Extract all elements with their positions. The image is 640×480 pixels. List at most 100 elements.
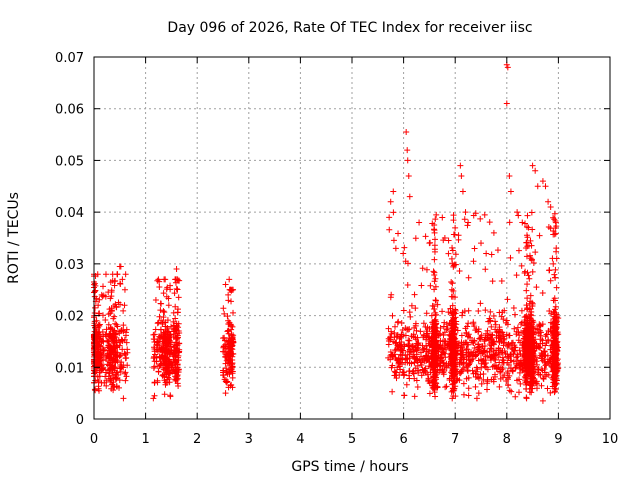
roti-point <box>418 359 425 366</box>
roti-point <box>508 388 515 395</box>
roti-point <box>482 266 489 273</box>
roti-point <box>164 368 171 375</box>
roti-point <box>522 364 529 371</box>
roti-point <box>523 224 530 231</box>
roti-point <box>406 326 413 333</box>
roti-point <box>109 326 116 333</box>
roti-point <box>418 353 425 360</box>
roti-point <box>121 336 128 343</box>
roti-point <box>422 336 429 343</box>
roti-point <box>490 340 497 347</box>
roti-point <box>105 342 112 349</box>
roti-point <box>121 350 128 357</box>
roti-point <box>552 362 559 369</box>
roti-point <box>465 374 472 381</box>
roti-point <box>438 355 445 362</box>
roti-point <box>95 302 102 309</box>
roti-point <box>103 333 110 340</box>
roti-point <box>510 350 517 357</box>
roti-point <box>539 397 546 404</box>
roti-point <box>433 297 440 304</box>
roti-point <box>114 271 121 278</box>
roti-point <box>120 322 127 329</box>
roti-point <box>387 198 394 205</box>
roti-point <box>488 251 495 258</box>
axis-tick-labels: 0 1 2 3 4 5 6 7 8 9 10 0 0.01 0.02 0.03 0.04 0.05 0.06 0.0… <box>55 51 618 447</box>
roti-point <box>442 384 449 391</box>
roti-point <box>451 324 458 331</box>
roti-point <box>496 383 503 390</box>
roti-point <box>411 291 418 298</box>
roti-point <box>161 309 168 316</box>
roti-point <box>503 100 510 107</box>
roti-point <box>552 386 559 393</box>
roti-point <box>515 212 522 219</box>
roti-point <box>122 377 129 384</box>
roti-point <box>466 352 473 359</box>
roti-point <box>421 367 428 373</box>
roti-point <box>432 216 439 223</box>
roti-point <box>225 327 232 334</box>
roti-point <box>504 369 511 376</box>
roti-point <box>92 349 99 356</box>
roti-point <box>400 250 407 257</box>
roti-point <box>421 367 428 374</box>
roti-point <box>458 368 465 375</box>
roti-point <box>529 268 536 275</box>
roti-point <box>169 361 176 368</box>
roti-point <box>505 340 512 347</box>
roti-point <box>96 333 103 340</box>
roti-point <box>406 368 413 375</box>
roti-point <box>484 386 491 393</box>
roti-point <box>388 330 395 337</box>
roti-point <box>553 344 560 351</box>
roti-point <box>527 298 534 305</box>
grid-lines <box>94 57 610 419</box>
roti-point <box>413 377 420 384</box>
roti-point <box>550 373 557 380</box>
x-tick-label: 9 <box>554 432 562 447</box>
roti-point <box>480 371 487 378</box>
roti-point <box>226 334 233 341</box>
roti-point <box>162 364 169 371</box>
roti-point <box>101 379 108 386</box>
roti-point <box>99 328 106 335</box>
roti-point <box>150 395 157 402</box>
roti-point <box>431 236 438 243</box>
roti-point <box>172 315 179 322</box>
roti-point <box>551 210 558 217</box>
roti-point <box>530 325 537 332</box>
roti-point <box>401 244 408 251</box>
roti-point <box>487 345 494 352</box>
roti-point <box>546 267 553 274</box>
roti-point <box>157 300 164 307</box>
roti-point <box>450 377 457 384</box>
axis-ticks <box>93 56 611 420</box>
roti-point <box>162 319 169 326</box>
roti-point <box>155 276 162 283</box>
roti-point <box>545 336 552 343</box>
roti-point <box>108 364 115 371</box>
roti-point <box>111 282 118 289</box>
roti-point <box>508 357 515 364</box>
roti-point <box>498 338 505 345</box>
roti-point <box>221 334 228 341</box>
roti-point <box>394 319 401 326</box>
roti-point <box>161 371 168 378</box>
roti-point <box>400 347 407 354</box>
roti-point <box>460 380 467 387</box>
roti-point <box>97 361 104 368</box>
roti-point <box>400 307 407 314</box>
roti-point <box>386 214 393 221</box>
roti-point <box>547 389 554 396</box>
roti-point <box>225 291 232 298</box>
roti-point <box>473 395 480 402</box>
roti-point <box>506 332 513 339</box>
roti-point <box>96 296 103 303</box>
roti-point <box>402 359 409 366</box>
y-axis-label: ROTI / TECUs <box>6 192 22 284</box>
roti-point <box>227 343 234 350</box>
roti-point <box>223 365 230 372</box>
roti-point <box>553 284 560 291</box>
roti-point <box>486 341 493 348</box>
